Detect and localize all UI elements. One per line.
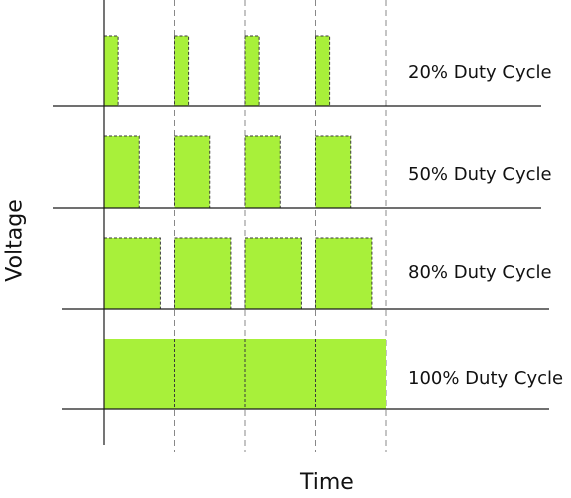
pulse-80-percent: [315, 237, 373, 310]
duty-cycle-label-80: 80% Duty Cycle: [408, 262, 552, 283]
pulse-20-percent: [244, 35, 260, 107]
pulse-50-percent: [103, 135, 140, 209]
pulse-20-percent: [174, 35, 190, 107]
y-axis-label: Voltage: [2, 199, 28, 282]
pulse-20-percent: [103, 35, 119, 107]
pulse-80-percent: [244, 237, 302, 310]
duty-cycle-label-20: 20% Duty Cycle: [408, 62, 552, 83]
duty-cycle-label-100: 100% Duty Cycle: [408, 368, 564, 389]
pulse-50-percent: [174, 135, 211, 209]
pulse-50-percent: [244, 135, 281, 209]
pulse-80-percent: [103, 237, 161, 310]
pulse-20-percent: [315, 35, 331, 107]
duty-cycle-label-50: 50% Duty Cycle: [408, 164, 552, 185]
x-axis-label: Time: [300, 470, 354, 495]
pulse-50-percent: [315, 135, 352, 209]
pulse-80-percent: [174, 237, 232, 310]
